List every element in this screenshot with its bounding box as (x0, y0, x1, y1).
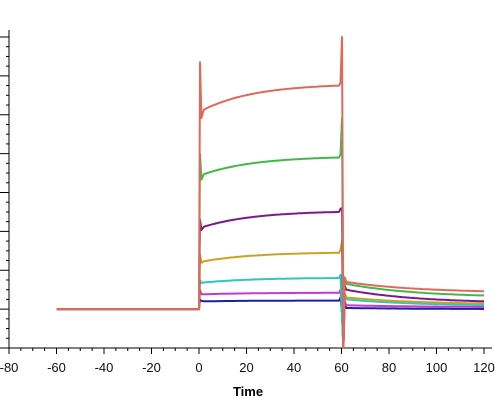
x-tick-label: 80 (382, 360, 396, 375)
x-tick-label: 0 (195, 360, 202, 375)
x-tick-labels: -80 -60 -40 -20 0 20 40 60 80 100 120 (0, 360, 495, 375)
x-tick-label: -60 (47, 360, 66, 375)
x-tick-label: -80 (0, 360, 18, 375)
x-tick-label: 40 (287, 360, 301, 375)
x-tick-label: -20 (142, 360, 161, 375)
y-ticks (0, 36, 9, 349)
axes: -80 -60 -40 -20 0 20 40 60 80 100 120 Time (0, 30, 495, 399)
x-tick-label: 120 (473, 360, 495, 375)
x-tick-label: -40 (95, 360, 114, 375)
series-line-3 (56, 273, 485, 349)
series-line-4 (56, 240, 484, 349)
series-line-6 (56, 117, 485, 349)
series-line-7 (56, 36, 484, 349)
x-tick-label: 100 (426, 360, 448, 375)
x-axis-title: Time (233, 384, 263, 399)
x-ticks (8, 348, 485, 354)
series-line-5 (56, 207, 484, 349)
x-tick-label: 60 (334, 360, 348, 375)
series-line-1 (56, 296, 484, 349)
series-layer (56, 36, 485, 349)
x-tick-label: 20 (239, 360, 253, 375)
